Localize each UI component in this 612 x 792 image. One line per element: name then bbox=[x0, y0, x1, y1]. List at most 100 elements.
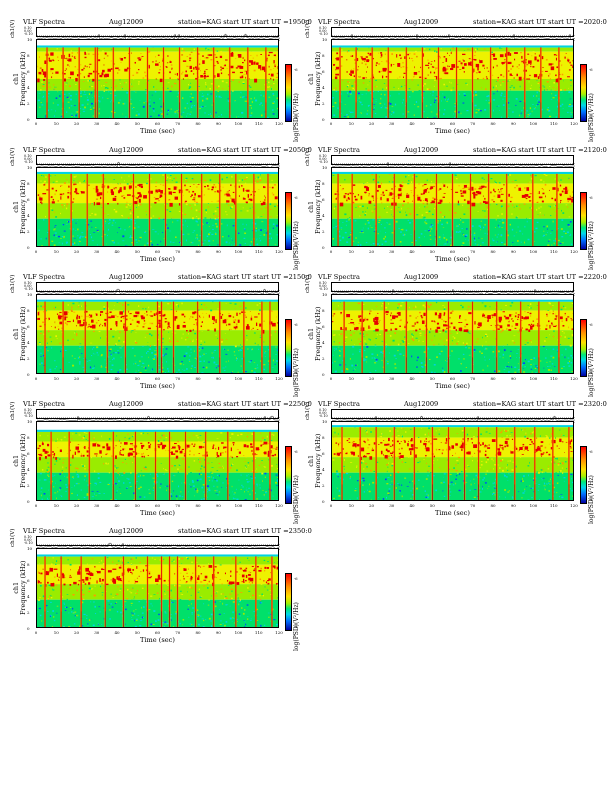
spectral-speckle bbox=[516, 356, 517, 358]
ts-tick-label: 0.10 bbox=[24, 154, 32, 158]
spectral-speckle bbox=[86, 99, 89, 101]
spectral-speckle bbox=[407, 183, 410, 185]
spectral-speckle bbox=[38, 92, 41, 94]
spectral-speckle bbox=[427, 206, 428, 208]
spectral-speckle bbox=[131, 319, 134, 321]
spectral-speckle bbox=[400, 192, 402, 195]
band-blob bbox=[256, 62, 259, 65]
x-tick-label: 110 bbox=[254, 121, 263, 126]
spectral-speckle bbox=[251, 90, 254, 92]
spectral-speckle bbox=[426, 322, 429, 324]
spectral-speckle bbox=[361, 231, 363, 233]
spectral-speckle bbox=[483, 48, 486, 50]
spectral-speckle bbox=[272, 83, 275, 85]
spectral-speckle bbox=[69, 77, 72, 79]
spectral-speckle bbox=[189, 454, 191, 456]
spectral-speckle bbox=[352, 116, 354, 117]
spectral-speckle bbox=[430, 61, 433, 62]
spectral-speckle bbox=[398, 93, 401, 95]
spectral-speckle bbox=[437, 200, 439, 202]
spectral-speckle bbox=[108, 309, 110, 312]
spectral-speckle bbox=[411, 90, 414, 93]
cutoff-line bbox=[37, 429, 278, 432]
spectral-speckle bbox=[255, 230, 257, 232]
spectral-speckle bbox=[276, 73, 278, 75]
spectral-speckle bbox=[199, 58, 201, 60]
spectral-speckle bbox=[118, 69, 121, 71]
spectral-speckle bbox=[368, 104, 370, 107]
spectral-speckle bbox=[428, 88, 431, 91]
spectral-speckle bbox=[545, 328, 548, 331]
spectral-speckle bbox=[397, 77, 399, 79]
spectral-speckle bbox=[101, 313, 103, 315]
spectral-speckle bbox=[73, 184, 75, 186]
spectral-speckle bbox=[148, 333, 151, 335]
sferic-core bbox=[86, 173, 88, 246]
sferic-core bbox=[173, 301, 174, 373]
spectral-speckle bbox=[38, 479, 41, 481]
spectral-speckle bbox=[353, 83, 356, 85]
spectral-speckle bbox=[424, 334, 426, 336]
spectral-speckle bbox=[379, 245, 381, 246]
spectral-speckle bbox=[210, 113, 211, 115]
spectral-speckle bbox=[276, 97, 278, 100]
spectral-speckle bbox=[67, 310, 70, 312]
spectral-speckle bbox=[196, 183, 198, 184]
band-blob bbox=[474, 321, 476, 325]
spectral-speckle bbox=[443, 314, 445, 316]
band-blob bbox=[449, 312, 453, 314]
spectral-speckle bbox=[113, 209, 116, 211]
band-blob bbox=[133, 314, 138, 318]
x-tick-label: 20 bbox=[73, 249, 80, 254]
spectral-speckle bbox=[489, 306, 491, 308]
spectrogram-svg bbox=[37, 40, 278, 118]
spectral-speckle bbox=[350, 74, 353, 76]
band-blob bbox=[492, 316, 494, 318]
spectral-speckle bbox=[413, 75, 415, 77]
spectral-speckle bbox=[552, 97, 555, 99]
spectral-speckle bbox=[54, 232, 57, 234]
spectral-speckle bbox=[541, 188, 543, 190]
panel-date: Aug12009 bbox=[404, 273, 439, 281]
spectral-speckle bbox=[56, 48, 58, 50]
spectral-speckle bbox=[133, 79, 135, 81]
spectral-speckle bbox=[379, 333, 382, 336]
spectral-speckle bbox=[116, 490, 118, 492]
band-blob bbox=[233, 201, 236, 205]
spectral-speckle bbox=[128, 227, 130, 228]
band-blob bbox=[498, 319, 502, 323]
spectral-speckle bbox=[54, 321, 56, 324]
spectral-speckle bbox=[207, 488, 208, 491]
spectral-speckle bbox=[568, 225, 570, 228]
spectral-speckle bbox=[367, 200, 369, 202]
spectral-speckle bbox=[164, 318, 167, 320]
spectral-speckle bbox=[560, 179, 562, 181]
spectral-speckle bbox=[207, 329, 210, 331]
band-blob bbox=[101, 72, 104, 76]
spectral-speckle bbox=[66, 203, 69, 205]
band-blob bbox=[75, 190, 77, 194]
spectral-speckle bbox=[473, 55, 476, 56]
spectral-speckle bbox=[380, 70, 383, 72]
spectral-speckle bbox=[258, 189, 260, 190]
spectral-speckle bbox=[505, 366, 507, 369]
spectral-speckle bbox=[217, 90, 219, 93]
spectral-speckle bbox=[193, 460, 196, 462]
spectral-speckle bbox=[131, 330, 133, 332]
spectral-speckle bbox=[55, 335, 57, 338]
spectral-speckle bbox=[519, 100, 522, 102]
spectral-speckle bbox=[74, 56, 76, 59]
spectral-speckle bbox=[509, 79, 511, 81]
spectral-speckle bbox=[43, 479, 46, 481]
spectral-speckle bbox=[258, 348, 260, 350]
spectral-speckle bbox=[512, 320, 514, 322]
band-blob bbox=[213, 75, 216, 78]
spectral-speckle bbox=[539, 360, 542, 362]
spectral-speckle bbox=[487, 345, 490, 346]
spectral-speckle bbox=[384, 235, 386, 238]
spectral-speckle bbox=[88, 93, 91, 96]
spectral-speckle bbox=[514, 327, 517, 329]
spectral-speckle bbox=[43, 95, 45, 98]
spectral-speckle bbox=[120, 320, 122, 322]
ts-trace bbox=[36, 415, 281, 425]
